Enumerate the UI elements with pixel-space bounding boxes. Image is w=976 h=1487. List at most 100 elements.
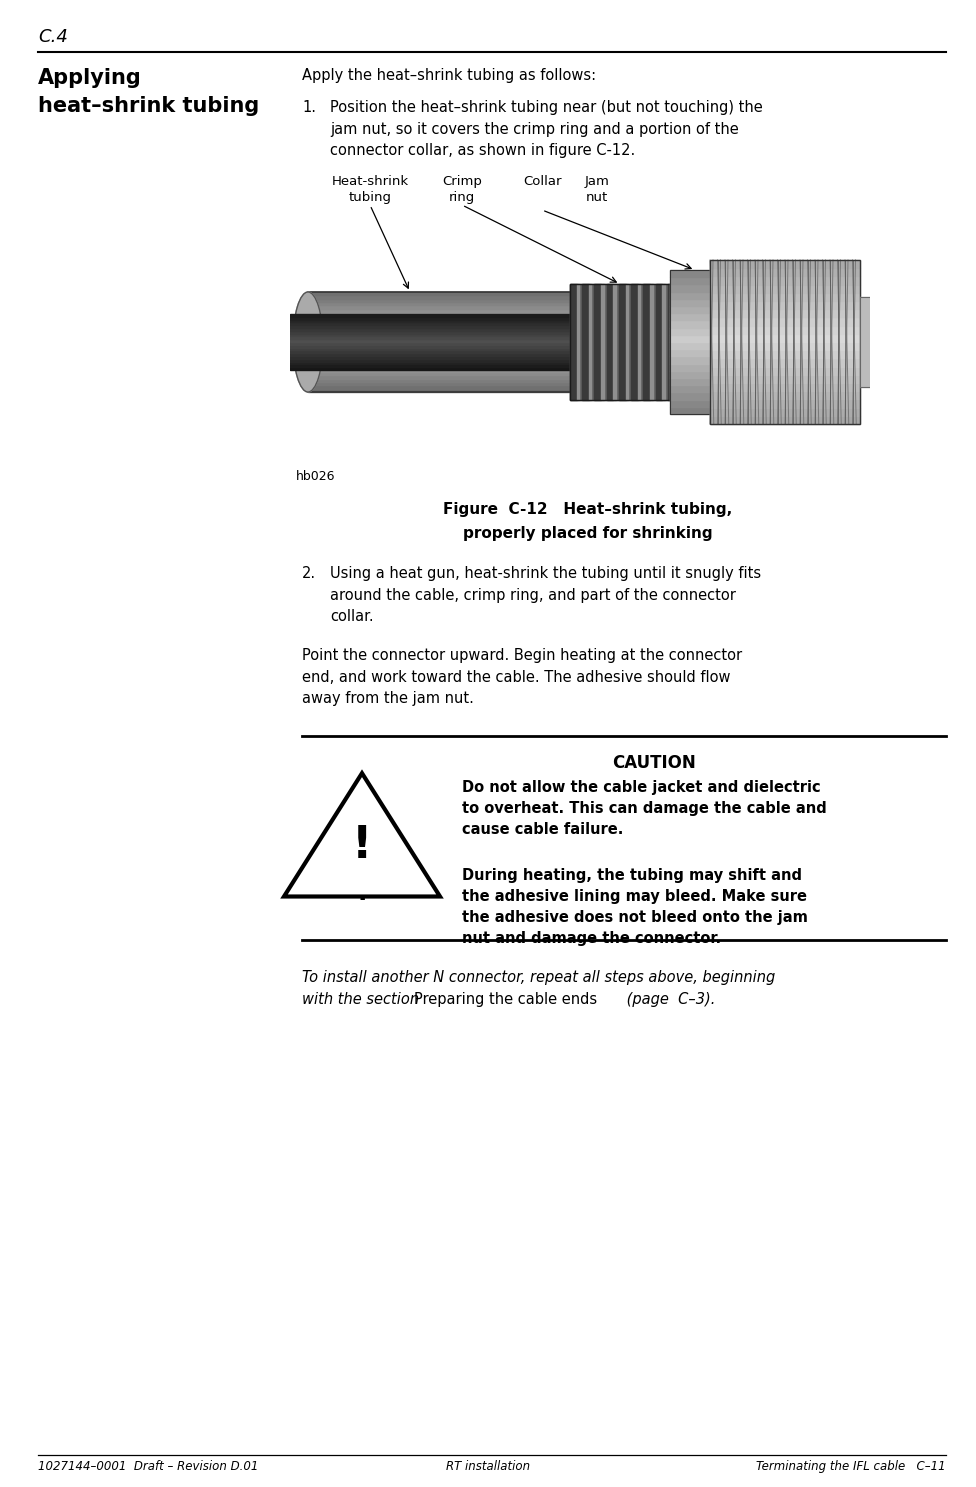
Text: (page  C–3).: (page C–3).	[622, 992, 715, 1007]
Bar	[308, 305, 620, 309]
Bar	[308, 372, 620, 375]
Bar	[670, 271, 720, 277]
Bar	[710, 342, 860, 351]
Bar	[308, 369, 620, 372]
Bar	[601, 284, 603, 400]
Text: Figure  C-12   Heat–shrink tubing,: Figure C-12 Heat–shrink tubing,	[443, 503, 733, 517]
Bar	[626, 284, 628, 400]
Bar	[308, 375, 620, 379]
Bar	[670, 342, 720, 349]
Text: .: .	[357, 880, 367, 906]
Text: Jam: Jam	[585, 175, 609, 187]
Text: Point the connector upward. Begin heating at the connector
end, and work toward : Point the connector upward. Begin heatin…	[302, 648, 742, 706]
Bar	[308, 382, 620, 385]
Bar	[589, 284, 591, 400]
Bar	[308, 299, 620, 302]
Text: CAUTION: CAUTION	[612, 754, 696, 772]
Bar	[308, 291, 620, 393]
Bar	[583, 284, 589, 400]
Text: C.4: C.4	[38, 28, 68, 46]
Bar	[670, 370, 720, 378]
Bar	[308, 315, 620, 318]
Bar	[710, 277, 860, 284]
Bar	[860, 297, 872, 387]
Text: ring: ring	[449, 190, 475, 204]
Bar	[290, 367, 595, 370]
Text: tubing: tubing	[348, 190, 391, 204]
Bar	[670, 393, 720, 400]
Bar	[308, 329, 620, 332]
Bar	[710, 384, 860, 391]
Bar	[710, 260, 860, 268]
Bar	[577, 284, 579, 400]
Text: RT installation: RT installation	[446, 1460, 530, 1474]
Bar	[290, 339, 595, 342]
Ellipse shape	[293, 291, 323, 393]
Bar	[710, 391, 860, 400]
Bar	[290, 364, 595, 367]
Bar	[670, 327, 720, 335]
Bar	[308, 345, 620, 348]
Bar	[290, 345, 595, 348]
Bar	[308, 302, 620, 305]
Bar	[308, 366, 620, 369]
Bar	[710, 375, 860, 384]
Text: Preparing the cable ends: Preparing the cable ends	[414, 992, 597, 1007]
Bar	[674, 284, 677, 400]
Bar	[308, 348, 620, 352]
Polygon shape	[284, 773, 440, 897]
Bar	[670, 271, 720, 413]
Bar	[643, 284, 650, 400]
Bar	[670, 349, 720, 357]
Bar	[656, 284, 663, 400]
Bar	[308, 323, 620, 326]
Bar	[650, 284, 653, 400]
Bar	[710, 300, 860, 309]
Bar	[670, 364, 720, 370]
Bar	[594, 284, 601, 400]
Bar	[670, 335, 720, 342]
Bar	[710, 293, 860, 300]
Bar	[308, 352, 620, 355]
Bar	[670, 314, 720, 320]
Bar	[570, 284, 680, 400]
Bar	[670, 400, 720, 407]
Bar	[290, 348, 595, 351]
Bar	[308, 336, 620, 339]
Bar	[290, 323, 595, 326]
Text: During heating, the tubing may shift and
the adhesive lining may bleed. Make sur: During heating, the tubing may shift and…	[462, 868, 808, 946]
Bar	[670, 291, 720, 299]
Bar	[290, 314, 595, 317]
Bar	[308, 358, 620, 361]
Text: 2.: 2.	[302, 567, 316, 581]
Bar	[710, 326, 860, 333]
Text: heat–shrink tubing: heat–shrink tubing	[38, 97, 260, 116]
Text: Position the heat–shrink tubing near (but not touching) the
jam nut, so it cover: Position the heat–shrink tubing near (bu…	[330, 100, 763, 158]
Bar	[710, 358, 860, 367]
Bar	[290, 361, 595, 364]
Text: Heat-shrink: Heat-shrink	[332, 175, 409, 187]
Bar	[308, 361, 620, 366]
Bar	[308, 385, 620, 388]
Bar	[308, 318, 620, 323]
Bar	[860, 297, 872, 387]
Text: 1027144–0001  Draft – Revision D.01: 1027144–0001 Draft – Revision D.01	[38, 1460, 259, 1474]
Bar	[670, 306, 720, 314]
Bar	[613, 284, 616, 400]
Bar	[670, 299, 720, 306]
Bar	[308, 296, 620, 299]
Bar	[290, 317, 595, 320]
Bar	[710, 309, 860, 317]
Bar	[290, 355, 595, 358]
Bar	[710, 268, 860, 277]
Bar	[308, 339, 620, 342]
Bar	[308, 309, 620, 312]
Bar	[670, 277, 720, 284]
Text: 1.: 1.	[302, 100, 316, 114]
Bar	[290, 336, 595, 339]
Bar	[290, 354, 595, 355]
Text: Applying: Applying	[38, 68, 142, 88]
Text: Do not allow the cable jacket and dielectric
to overheat. This can damage the ca: Do not allow the cable jacket and dielec…	[462, 781, 827, 837]
Bar	[670, 385, 720, 393]
Bar	[670, 320, 720, 327]
